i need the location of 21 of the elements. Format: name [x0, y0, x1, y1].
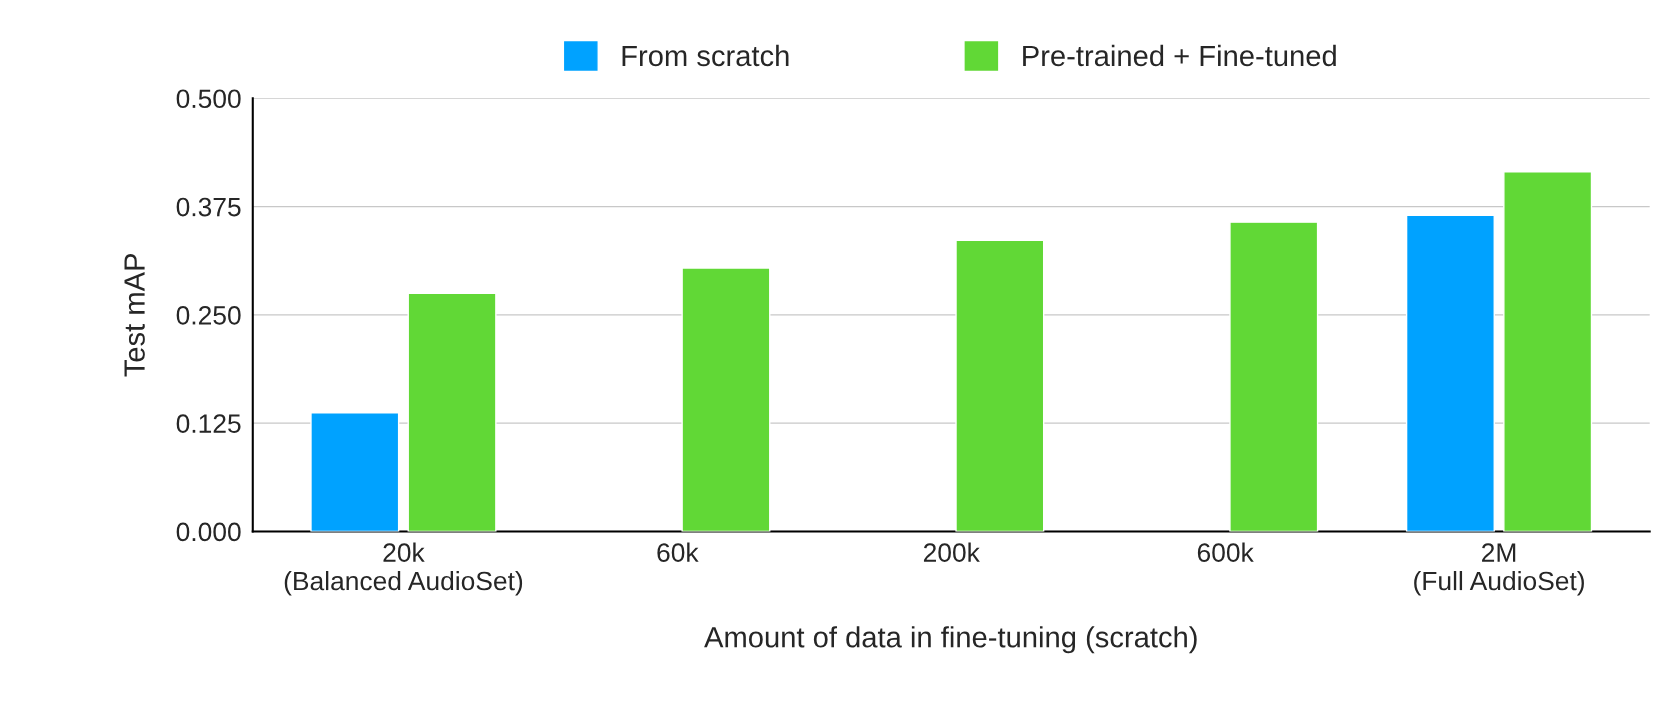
bar: [1405, 214, 1495, 532]
bar: [1503, 171, 1593, 532]
x-tick-label: 20k (Balanced AudioSet): [284, 542, 523, 596]
x-tick-label: 600k: [1197, 542, 1254, 562]
legend-label: Pre-trained + Fine-tuned: [1023, 44, 1336, 67]
y-tick-label: 0.375: [176, 197, 241, 217]
x-axis-title: Amount of data in fine-tuning (scratch): [704, 626, 1197, 654]
x-tick-label: 2M (Full AudioSet): [1414, 543, 1584, 596]
x-tick-label: 200k: [923, 542, 980, 562]
bar: [681, 267, 771, 532]
y-tick-label: 0.250: [176, 305, 241, 325]
bar: [407, 292, 497, 532]
bar: [955, 239, 1045, 532]
y-tick-label: 0.500: [176, 89, 241, 109]
y-tick-label: 0.000: [176, 522, 241, 542]
bar: [1229, 221, 1319, 532]
y-tick-label: 0.125: [176, 414, 241, 433]
x-tick-label: 60k: [657, 542, 699, 562]
bar: [310, 412, 400, 532]
legend-label: From scratch: [622, 44, 789, 67]
y-axis-title: Test mAP: [124, 254, 145, 377]
